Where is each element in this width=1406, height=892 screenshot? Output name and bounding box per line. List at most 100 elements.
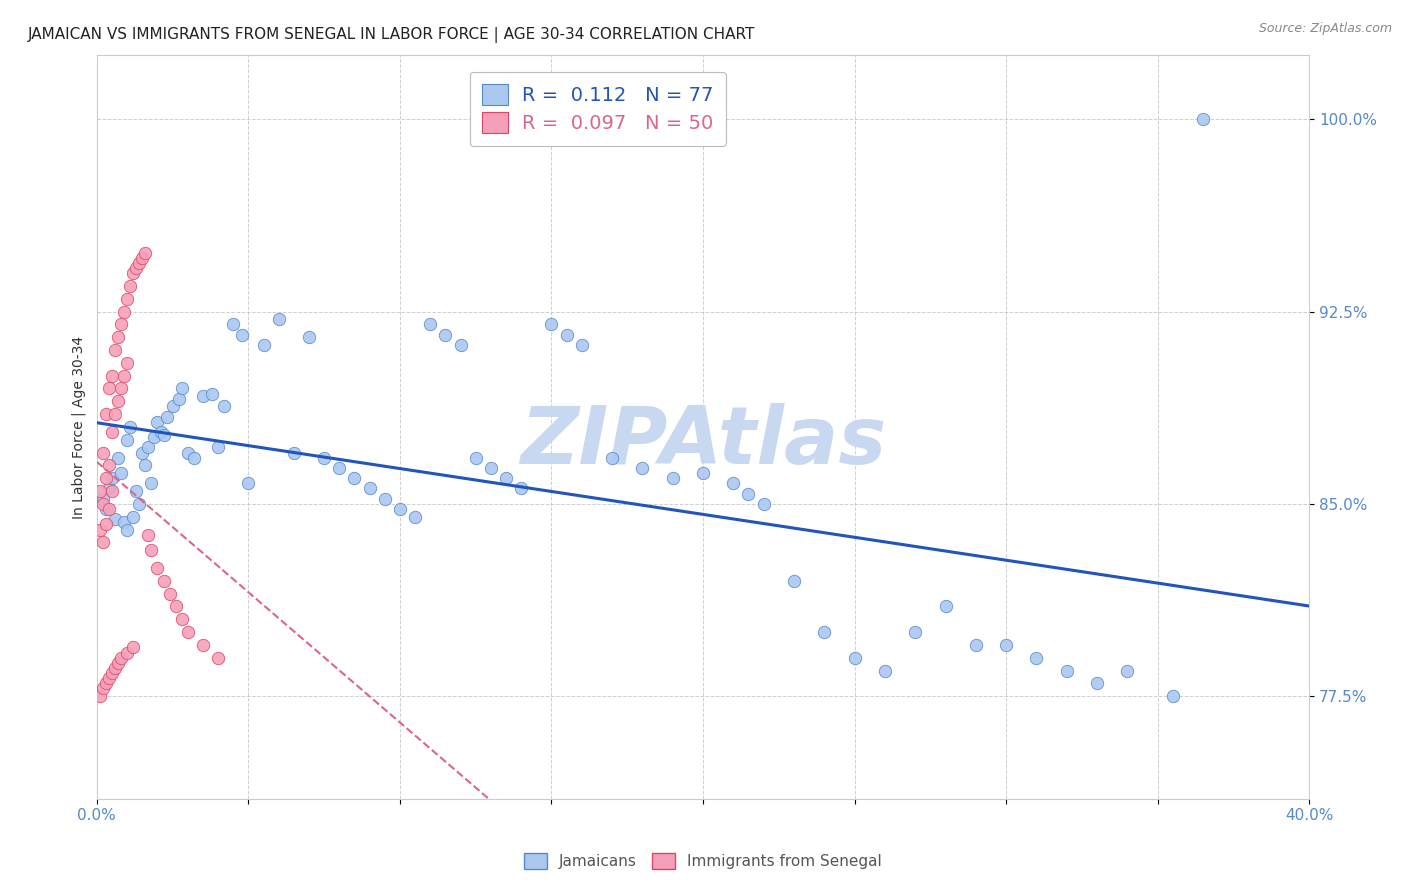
Point (107, 450, 129, 465)
Point (165, 599, 187, 614)
Point (450, 338, 472, 352)
Point (783, 574, 806, 588)
Point (94, 407, 117, 421)
Point (167, 392, 190, 406)
Point (146, 561, 169, 575)
Point (464, 450, 486, 465)
Point (388, 502, 411, 516)
Point (122, 266, 145, 280)
Point (91, 497, 114, 511)
Point (1056, 664, 1078, 678)
Point (177, 445, 200, 459)
Point (134, 245, 156, 260)
Point (328, 461, 350, 475)
Point (844, 650, 866, 665)
Point (146, 415, 169, 429)
Point (152, 427, 174, 442)
Point (128, 497, 150, 511)
Point (89, 484, 111, 499)
Point (191, 638, 214, 652)
Point (94, 517, 117, 532)
Point (101, 484, 124, 499)
Point (143, 430, 166, 444)
Point (540, 318, 562, 332)
Point (94, 502, 117, 516)
Point (510, 482, 533, 496)
Point (207, 650, 229, 665)
Point (374, 491, 396, 506)
Point (120, 420, 142, 434)
Point (155, 409, 177, 424)
Point (995, 638, 1018, 652)
Point (141, 543, 163, 558)
Point (600, 450, 623, 465)
Point (128, 256, 150, 270)
Point (298, 330, 321, 344)
Point (495, 471, 517, 485)
Point (91, 445, 114, 459)
Point (1085, 676, 1108, 690)
Point (104, 407, 127, 421)
Point (170, 612, 193, 626)
Point (149, 425, 172, 439)
Point (98, 382, 121, 396)
Point (212, 400, 235, 414)
Point (98, 671, 121, 685)
Point (89, 689, 111, 703)
Point (138, 527, 160, 541)
Point (122, 640, 145, 655)
Point (170, 382, 193, 396)
Point (107, 330, 129, 344)
Point (94, 471, 117, 485)
Point (104, 343, 127, 357)
Point (115, 523, 138, 537)
Point (104, 661, 127, 675)
Point (555, 327, 578, 342)
Point (115, 646, 138, 660)
Point (419, 318, 441, 332)
Point (115, 292, 138, 306)
Point (94, 676, 117, 690)
Point (125, 260, 148, 275)
Point (571, 338, 593, 352)
Point (162, 400, 184, 414)
Point (434, 327, 457, 342)
Point (91, 681, 114, 696)
Point (238, 476, 260, 491)
Point (152, 574, 174, 588)
Point (359, 482, 381, 496)
Point (314, 450, 336, 465)
Point (201, 386, 224, 401)
Legend: Jamaicans, Immigrants from Senegal: Jamaicans, Immigrants from Senegal (517, 847, 889, 875)
Point (91, 491, 114, 506)
Point (110, 650, 132, 665)
Point (101, 425, 124, 439)
Point (934, 599, 956, 614)
Point (267, 312, 290, 326)
Point (692, 466, 714, 480)
Point (141, 476, 163, 491)
Y-axis label: In Labor Force | Age 30-34: In Labor Force | Age 30-34 (72, 335, 86, 518)
Text: ZIPAtlas: ZIPAtlas (520, 403, 886, 481)
Point (131, 251, 153, 265)
Point (1161, 689, 1184, 703)
Point (723, 476, 745, 491)
Point (631, 461, 654, 475)
Point (1116, 664, 1139, 678)
Point (104, 512, 127, 526)
Point (91, 535, 114, 549)
Point (101, 368, 124, 383)
Point (115, 433, 138, 447)
Point (134, 458, 156, 473)
Point (159, 586, 181, 600)
Point (222, 318, 245, 332)
Point (110, 382, 132, 396)
Point (112, 368, 135, 383)
Legend: R =  0.112   N = 77, R =  0.097   N = 50: R = 0.112 N = 77, R = 0.097 N = 50 (470, 71, 725, 145)
Point (1192, 112, 1215, 127)
Point (873, 664, 896, 678)
Point (737, 486, 759, 500)
Point (112, 304, 135, 318)
Point (98, 458, 121, 473)
Point (813, 625, 835, 640)
